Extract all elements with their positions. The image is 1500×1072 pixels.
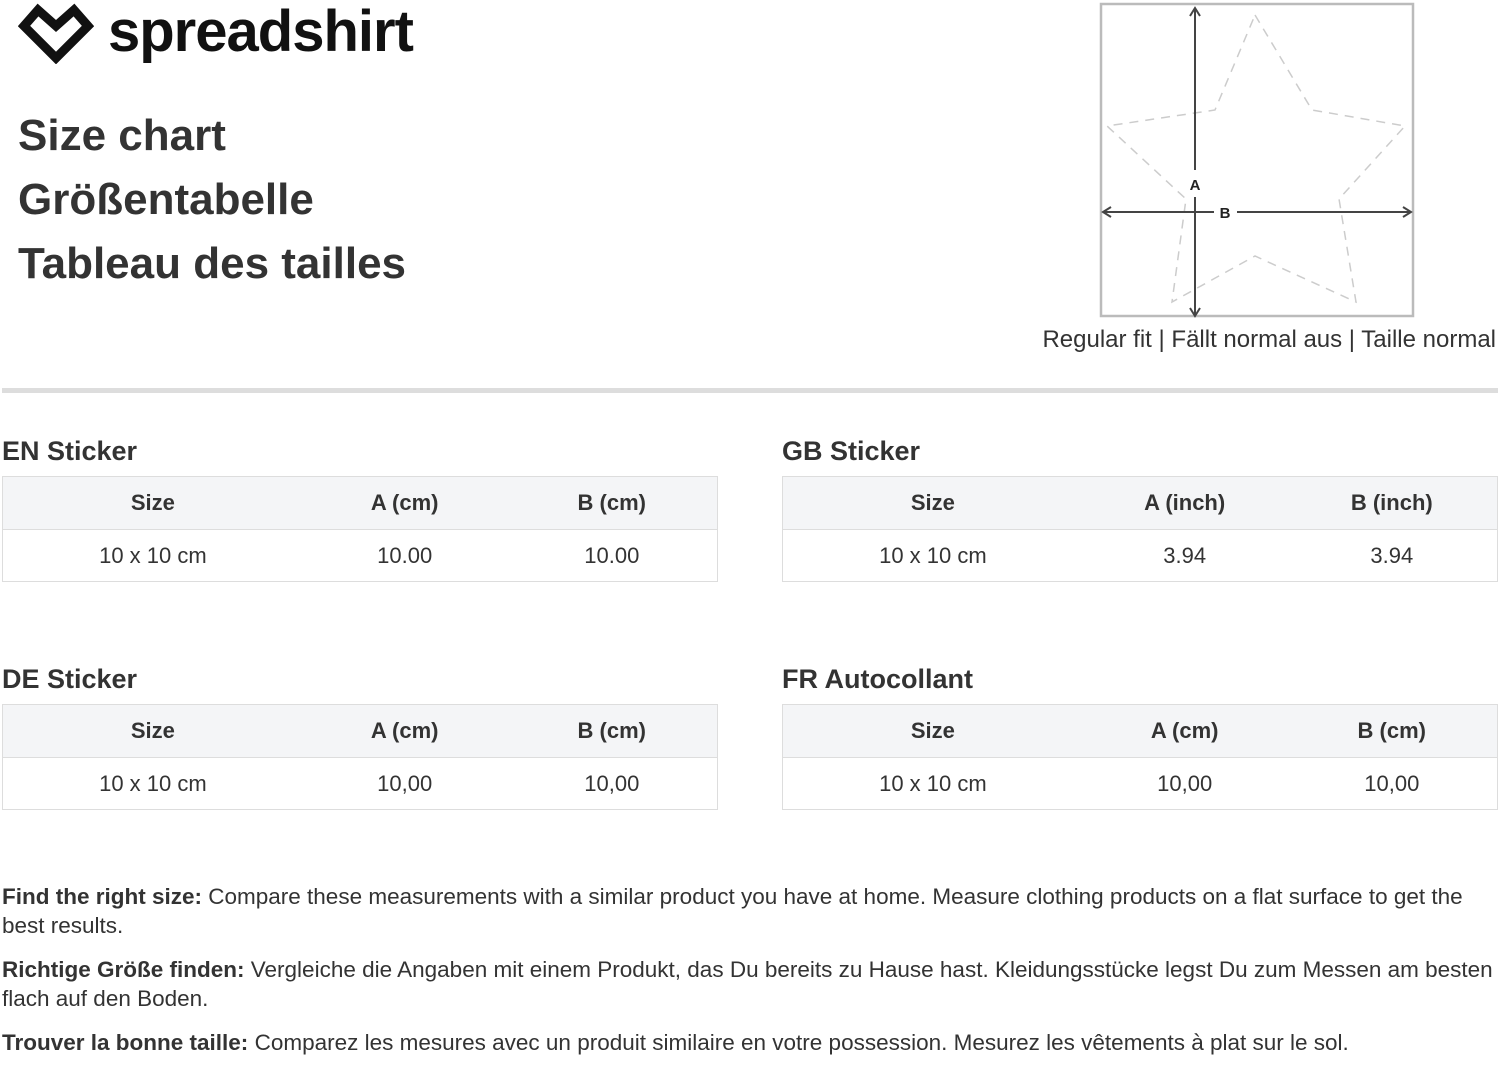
table-title: FR Autocollant (782, 664, 973, 694)
column-header: Size (2, 476, 303, 530)
note-en: Find the right size: Compare these measu… (2, 882, 1498, 940)
table-header-row: Size A (inch) B (inch) (782, 476, 1498, 530)
size-table: Size A (cm) B (cm) 10 x 10 cm 10.00 10.00 (2, 476, 718, 582)
table-cell: 10 x 10 cm (879, 770, 987, 796)
size-table: Size A (cm) B (cm) 10 x 10 cm 10,00 10,00 (2, 704, 718, 810)
table-cell: 10.00 (584, 542, 640, 568)
table-row: 10 x 10 cm 10,00 10,00 (3, 758, 718, 810)
table-cell: 10.00 (377, 542, 433, 568)
table-header-row: Size A (cm) B (cm) (2, 704, 718, 758)
note-fr: Trouver la bonne taille: Comparez les me… (2, 1028, 1498, 1057)
column-header: Size (782, 476, 1083, 530)
table-row: 10 x 10 cm 10,00 10,00 (783, 758, 1498, 810)
note-de: Richtige Größe finden: Vergleiche die An… (2, 955, 1498, 1013)
column-header: A (inch) (1082, 476, 1287, 530)
size-table-block: GB Sticker Size A (inch) B (inch) 10 x 10 cm… (782, 436, 1498, 582)
label-a: A (1190, 177, 1201, 194)
note-fr-text: Comparez les mesures avec un produit sim… (248, 1030, 1349, 1055)
column-header: B (cm) (506, 704, 718, 758)
note-de-heading: Richtige Größe finden: (2, 957, 245, 982)
table-cell: 10 x 10 cm (879, 542, 987, 568)
note-fr-heading: Trouver la bonne taille: (2, 1030, 249, 1055)
size-table-block: FR Autocollant Size A (cm) B (cm) 10 x 10 cm… (782, 664, 1498, 810)
table-cell: 10 x 10 cm (99, 542, 207, 568)
divider (2, 388, 1498, 393)
size-table-block: DE Sticker Size A (cm) B (cm) 10 x 10 cm 10,0… (2, 664, 718, 810)
note-en-heading: Find the right size: (2, 884, 202, 909)
table-cell: 3.94 (1163, 542, 1207, 568)
fit-caption: Regular fit | Fällt normal aus | Taille … (1042, 326, 1496, 353)
note-en-text: Compare these measurements with a simila… (2, 884, 1463, 938)
heart-diamond-logo-icon (18, 3, 94, 64)
title-en: Size chart (18, 111, 226, 160)
column-header: Size (782, 704, 1083, 758)
page-titles: Size chart Größentabelle Tableau des tai… (18, 104, 406, 296)
label-b: B (1220, 205, 1231, 222)
size-table-block: EN Sticker Size A (cm) B (cm) 10 x 10 cm 10.0… (2, 436, 718, 582)
table-title: GB Sticker (782, 436, 921, 466)
column-header: A (cm) (1082, 704, 1287, 758)
column-header: Size (2, 704, 303, 758)
note-de-text: Vergleiche die Angaben mit einem Produkt… (2, 957, 1493, 1011)
column-header: A (cm) (302, 476, 507, 530)
brand-logo: spreadshirt (18, 0, 414, 64)
title-de: Größentabelle (18, 175, 314, 224)
table-cell: 10,00 (584, 770, 640, 796)
column-header: A (cm) (302, 704, 507, 758)
table-row: 10 x 10 cm 3.94 3.94 (783, 530, 1498, 582)
size-table: Size A (cm) B (cm) 10 x 10 cm 10,00 10,00 (782, 704, 1498, 810)
table-title: DE Sticker (2, 664, 138, 694)
brand-name: spreadshirt (108, 0, 414, 64)
title-fr: Tableau des tailles (18, 239, 407, 288)
table-cell: 10,00 (1364, 770, 1420, 796)
table-row: 10 x 10 cm 10.00 10.00 (3, 530, 718, 582)
table-cell: 10,00 (377, 770, 433, 796)
table-title: EN Sticker (2, 436, 138, 466)
table-cell: 10 x 10 cm (99, 770, 207, 796)
notes: Find the right size: Compare these measu… (2, 882, 1498, 1072)
table-header-row: Size A (cm) B (cm) (2, 476, 718, 530)
table-cell: 3.94 (1370, 542, 1414, 568)
column-header: B (cm) (506, 476, 718, 530)
table-header-row: Size A (cm) B (cm) (782, 704, 1498, 758)
measurement-diagram: A B (1099, 2, 1415, 318)
size-table: Size A (inch) B (inch) 10 x 10 cm 3.94 3.94 (782, 476, 1498, 582)
column-header: B (cm) (1286, 704, 1498, 758)
column-header: B (inch) (1286, 476, 1498, 530)
table-cell: 10,00 (1157, 770, 1213, 796)
